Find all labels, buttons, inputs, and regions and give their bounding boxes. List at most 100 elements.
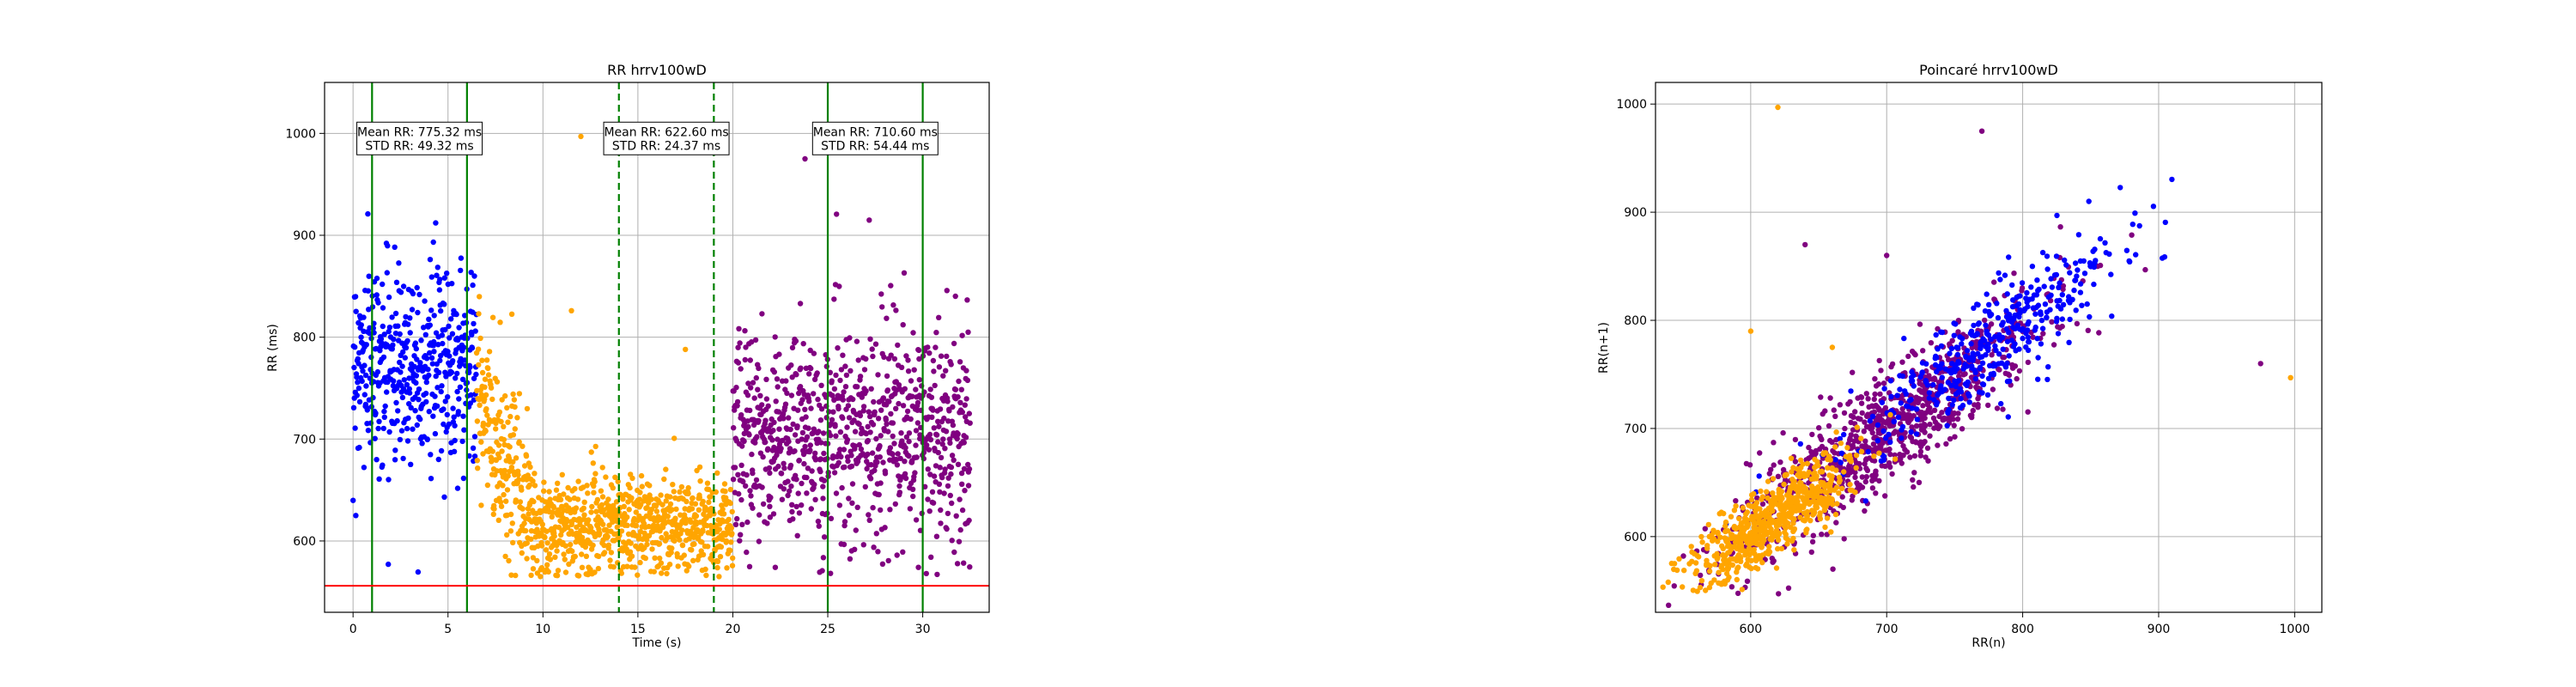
poincare-data-point: [1897, 452, 1903, 458]
rr-data-point: [647, 492, 653, 498]
rr-data-point: [400, 349, 406, 356]
poincare-data-point: [2132, 210, 2138, 216]
poincare-data-point: [1983, 322, 1989, 328]
poincare-data-point: [1766, 544, 1772, 550]
poincare-data-point: [1899, 435, 1905, 441]
poincare-data-point: [1741, 519, 1747, 525]
poincare-data-point: [2073, 307, 2079, 313]
rr-data-point: [635, 533, 642, 539]
rr-data-point: [381, 331, 387, 337]
rr-data-point: [913, 517, 920, 523]
poincare-data-point: [2257, 361, 2263, 367]
rr-data-point: [659, 534, 665, 541]
poincare-data-point: [1917, 453, 1923, 459]
poincare-data-point: [1858, 448, 1865, 454]
rr-data-point: [524, 556, 530, 562]
rr-data-point: [583, 553, 590, 559]
rr-data-point: [502, 553, 508, 560]
poincare-data-point: [1787, 511, 1793, 518]
rr-data-point: [793, 477, 799, 483]
rr-data-point: [885, 429, 891, 435]
rr-data-point: [528, 572, 534, 579]
rr-data-point: [839, 484, 845, 491]
rr-data-point: [376, 476, 382, 482]
rr-data-point: [624, 563, 630, 569]
rr-data-point: [648, 506, 655, 513]
rr-data-point: [482, 396, 488, 402]
rr-data-point: [355, 356, 361, 362]
rr-data-point: [937, 406, 944, 412]
rr-data-point: [406, 386, 412, 392]
poincare-data-point: [1841, 536, 1847, 542]
poincare-data-point: [1660, 584, 1666, 590]
rr-data-point: [516, 439, 522, 445]
poincare-data-point: [2063, 262, 2069, 268]
poincare-data-point: [2071, 287, 2077, 294]
poincare-data-point: [1706, 568, 1713, 575]
rr-data-point: [414, 422, 420, 429]
poincare-data-point: [1882, 463, 1888, 470]
poincare-data-point: [1976, 320, 1982, 326]
rr-data-point: [956, 378, 962, 385]
poincare-data-point: [1919, 416, 1925, 423]
rr-data-point: [562, 556, 568, 562]
rr-data-point: [941, 415, 947, 422]
rr-data-point: [815, 518, 822, 525]
rr-data-point: [470, 282, 476, 289]
rr-data-point: [461, 427, 467, 433]
rr-data-point: [666, 562, 673, 568]
rr-data-point: [792, 432, 799, 438]
rr-data-point: [744, 418, 750, 424]
rr-data-point: [857, 412, 864, 419]
rr-data-point: [821, 534, 828, 540]
poincare-data-point: [1867, 417, 1873, 424]
poincare-data-point: [1917, 439, 1924, 445]
rr-data-point: [736, 490, 742, 497]
rr-data-point: [871, 398, 877, 405]
rr-data-point: [519, 443, 526, 449]
rr-data-point: [811, 376, 818, 382]
rr-data-point: [361, 362, 368, 368]
rr-data-point: [627, 484, 633, 491]
rr-data-point: [524, 540, 530, 546]
rr-data-point: [689, 506, 696, 512]
rr-data-point: [722, 489, 728, 495]
rr-data-point: [867, 476, 874, 482]
rr-data-point: [933, 344, 939, 350]
rr-data-point: [867, 413, 873, 420]
poincare-data-point: [1730, 556, 1736, 562]
rr-data-point: [778, 471, 785, 477]
rr-data-point: [831, 470, 838, 476]
rr-data-point: [697, 478, 703, 484]
rr-data-point: [532, 483, 538, 489]
rr-y-tick-label: 600: [293, 535, 316, 549]
rr-data-point: [940, 436, 946, 442]
poincare-data-point: [1862, 457, 1869, 463]
poincare-data-point: [1816, 500, 1823, 506]
rr-data-point: [517, 499, 524, 505]
rr-data-point: [475, 346, 482, 352]
rr-plot-frame: [324, 82, 990, 613]
rr-data-point: [835, 459, 841, 465]
rr-data-point: [506, 557, 512, 564]
rr-data-point: [923, 570, 930, 577]
rr-data-point: [772, 334, 778, 340]
poincare-data-point: [1735, 536, 1741, 543]
rr-data-point: [930, 357, 937, 364]
rr-data-point: [733, 385, 739, 391]
rr-data-point: [430, 413, 436, 419]
rr-data-point: [432, 430, 439, 437]
rr-data-point: [855, 357, 861, 363]
poincare-data-point: [1891, 418, 1897, 425]
poincare-data-point: [1941, 415, 1947, 422]
poincare-data-point: [1996, 351, 2002, 357]
rr-data-point: [963, 414, 969, 420]
rr-data-point: [667, 494, 673, 500]
rr-data-point: [647, 483, 653, 489]
rr-data-point: [579, 534, 586, 541]
poincare-data-point: [2030, 305, 2037, 311]
poincare-data-point: [1983, 344, 1989, 350]
poincare-data-point: [1821, 508, 1827, 514]
rr-data-point: [588, 449, 594, 455]
